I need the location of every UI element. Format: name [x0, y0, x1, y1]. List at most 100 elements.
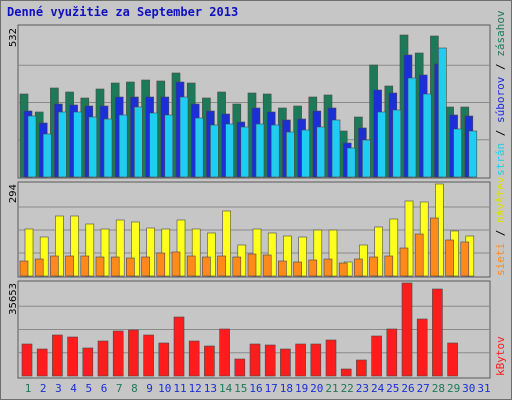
- x-label-30: 30: [462, 382, 475, 395]
- kbytes-bar-kBytov-22: [340, 368, 352, 377]
- x-label-20: 20: [310, 382, 323, 395]
- kbytes-bar-kBytov-4: [67, 336, 78, 377]
- kbytes-bar-kBytov-28: [432, 288, 443, 377]
- traffic-bar-strán-29: [453, 128, 462, 178]
- traffic-bar-strán-12: [194, 117, 204, 178]
- legend-kbytov: kBytov: [494, 336, 507, 376]
- kbytes-bar-kBytov-25: [386, 328, 398, 377]
- visits-bar-návštev-11: [176, 219, 186, 277]
- x-label-18: 18: [280, 382, 293, 395]
- visits-bar-sieti-19: [293, 261, 302, 277]
- kbytes-bar-kBytov-3: [52, 334, 63, 377]
- visits-bar-návštev-18: [283, 235, 292, 277]
- legend-strán: strán: [494, 143, 507, 176]
- visits-bar-sieti-18: [278, 260, 287, 277]
- visits-bar-sieti-28: [430, 217, 439, 277]
- visits-bar-sieti-24: [369, 256, 378, 277]
- kbytes-bar-kBytov-16: [249, 343, 261, 377]
- visits-bar-sieti-27: [414, 233, 424, 277]
- visits-bar-návštev-24: [374, 226, 383, 277]
- x-axis-labels: 1 2 3 4 5 6 7 8 9 10 11 12 13 14 15 16 17 18 19 20 21 22 23 24 2…: [25, 382, 491, 395]
- kbytes-bar-kBytov-27: [416, 318, 428, 377]
- x-label-23: 23: [356, 382, 369, 395]
- traffic-bar-strán-3: [58, 111, 67, 178]
- kbytes-bar-kBytov-8: [128, 329, 139, 377]
- traffic-bar-strán-20: [316, 126, 326, 178]
- visits-bar-sieti-12: [186, 255, 196, 277]
- traffic-bar-strán-30: [468, 130, 478, 178]
- visits-bar-návštev-16: [252, 228, 262, 277]
- x-label-17: 17: [265, 382, 278, 395]
- visits-bar-návštev-8: [131, 221, 140, 277]
- visits-bar-sieti-15: [232, 256, 242, 277]
- x-label-28: 28: [432, 382, 445, 395]
- x-label-14: 14: [219, 382, 233, 395]
- kbytes-bar-kBytov-20: [310, 343, 322, 377]
- traffic-bar-strán-4: [73, 111, 82, 178]
- x-label-21: 21: [325, 382, 338, 395]
- visits-bar-sieti-2: [34, 258, 44, 277]
- chart-title: Denné využitie za September 2013: [7, 5, 239, 19]
- traffic-bar-strán-19: [301, 129, 310, 178]
- kbytes-bar-kBytov-21: [325, 339, 337, 377]
- traffic-ymax-label: 532: [8, 28, 19, 47]
- visits-bar-sieti-10: [156, 252, 166, 277]
- x-label-26: 26: [401, 382, 414, 395]
- traffic-bar-strán-22: [346, 147, 356, 178]
- visits-bar-sieti-22: [338, 262, 348, 277]
- x-label-15: 15: [234, 382, 247, 395]
- x-label-8: 8: [131, 382, 138, 395]
- legend-sep-3: /: [494, 223, 507, 243]
- visits-bar-návštev-1: [24, 228, 34, 277]
- traffic-bar-strán-8: [134, 106, 143, 178]
- visits-bar-návštev-26: [404, 200, 414, 277]
- visits-bar-sieti-17: [262, 254, 272, 277]
- traffic-bar-strán-15: [240, 126, 250, 178]
- visits-bar-návštev-10: [161, 228, 171, 277]
- visits-bar-návštev-4: [70, 215, 79, 277]
- kbytes-bar-kBytov-10: [158, 342, 170, 377]
- traffic-bar-strán-21: [331, 119, 341, 178]
- kbytes-bar-kBytov-7: [112, 330, 124, 377]
- x-label-27: 27: [417, 382, 430, 395]
- kbytes-bar-kBytov-26: [401, 282, 413, 377]
- visits-bar-sieti-11: [171, 251, 181, 277]
- traffic-bar-strán-7: [118, 114, 128, 178]
- visits-bar-návštev-14: [222, 210, 231, 277]
- bars: [19, 34, 478, 377]
- kbytes-bar-kBytov-23: [356, 359, 367, 377]
- x-label-1: 1: [25, 382, 32, 395]
- traffic-bar-strán-17: [270, 124, 280, 178]
- x-label-25: 25: [386, 382, 399, 395]
- kbytes-bar-kBytov-12: [188, 340, 200, 377]
- visits-bar-sieti-7: [110, 256, 120, 277]
- visits-bar-návštev-2: [39, 236, 49, 277]
- visits-bar-sieti-21: [323, 258, 333, 277]
- visits-bar-sieti-6: [95, 256, 105, 277]
- visits-bar-sieti-4: [65, 255, 74, 277]
- kbytes-bar-kBytov-17: [264, 344, 276, 377]
- x-label-31: 31: [477, 382, 490, 395]
- visits-bar-návštev-9: [146, 227, 155, 277]
- x-label-2: 2: [40, 382, 47, 395]
- traffic-bar-strán-11: [179, 96, 189, 178]
- visits-bar-návštev-17: [267, 232, 277, 277]
- traffic-bar-strán-25: [392, 109, 402, 178]
- kbytes-bar-kBytov-14: [219, 328, 230, 377]
- traffic-bar-strán-18: [286, 131, 295, 178]
- visits-bar-návštev-7: [115, 219, 125, 277]
- visits-bar-sieti-26: [399, 247, 409, 277]
- traffic-legend: strán / súborov / zásahov: [494, 10, 507, 176]
- traffic-bar-strán-26: [407, 77, 417, 178]
- visits-bar-sieti-9: [141, 256, 150, 277]
- visits-bar-sieti-30: [460, 241, 470, 277]
- kbytes-bar-kBytov-18: [280, 348, 291, 377]
- x-label-29: 29: [447, 382, 460, 395]
- visits-bar-sieti-13: [202, 256, 211, 277]
- traffic-bar-strán-9: [149, 112, 158, 178]
- traffic-bar-strán-24: [377, 111, 386, 178]
- traffic-bar-strán-14: [225, 123, 234, 178]
- visits-bar-návštev-19: [298, 236, 307, 277]
- legend-zásahov: zásahov: [494, 10, 507, 57]
